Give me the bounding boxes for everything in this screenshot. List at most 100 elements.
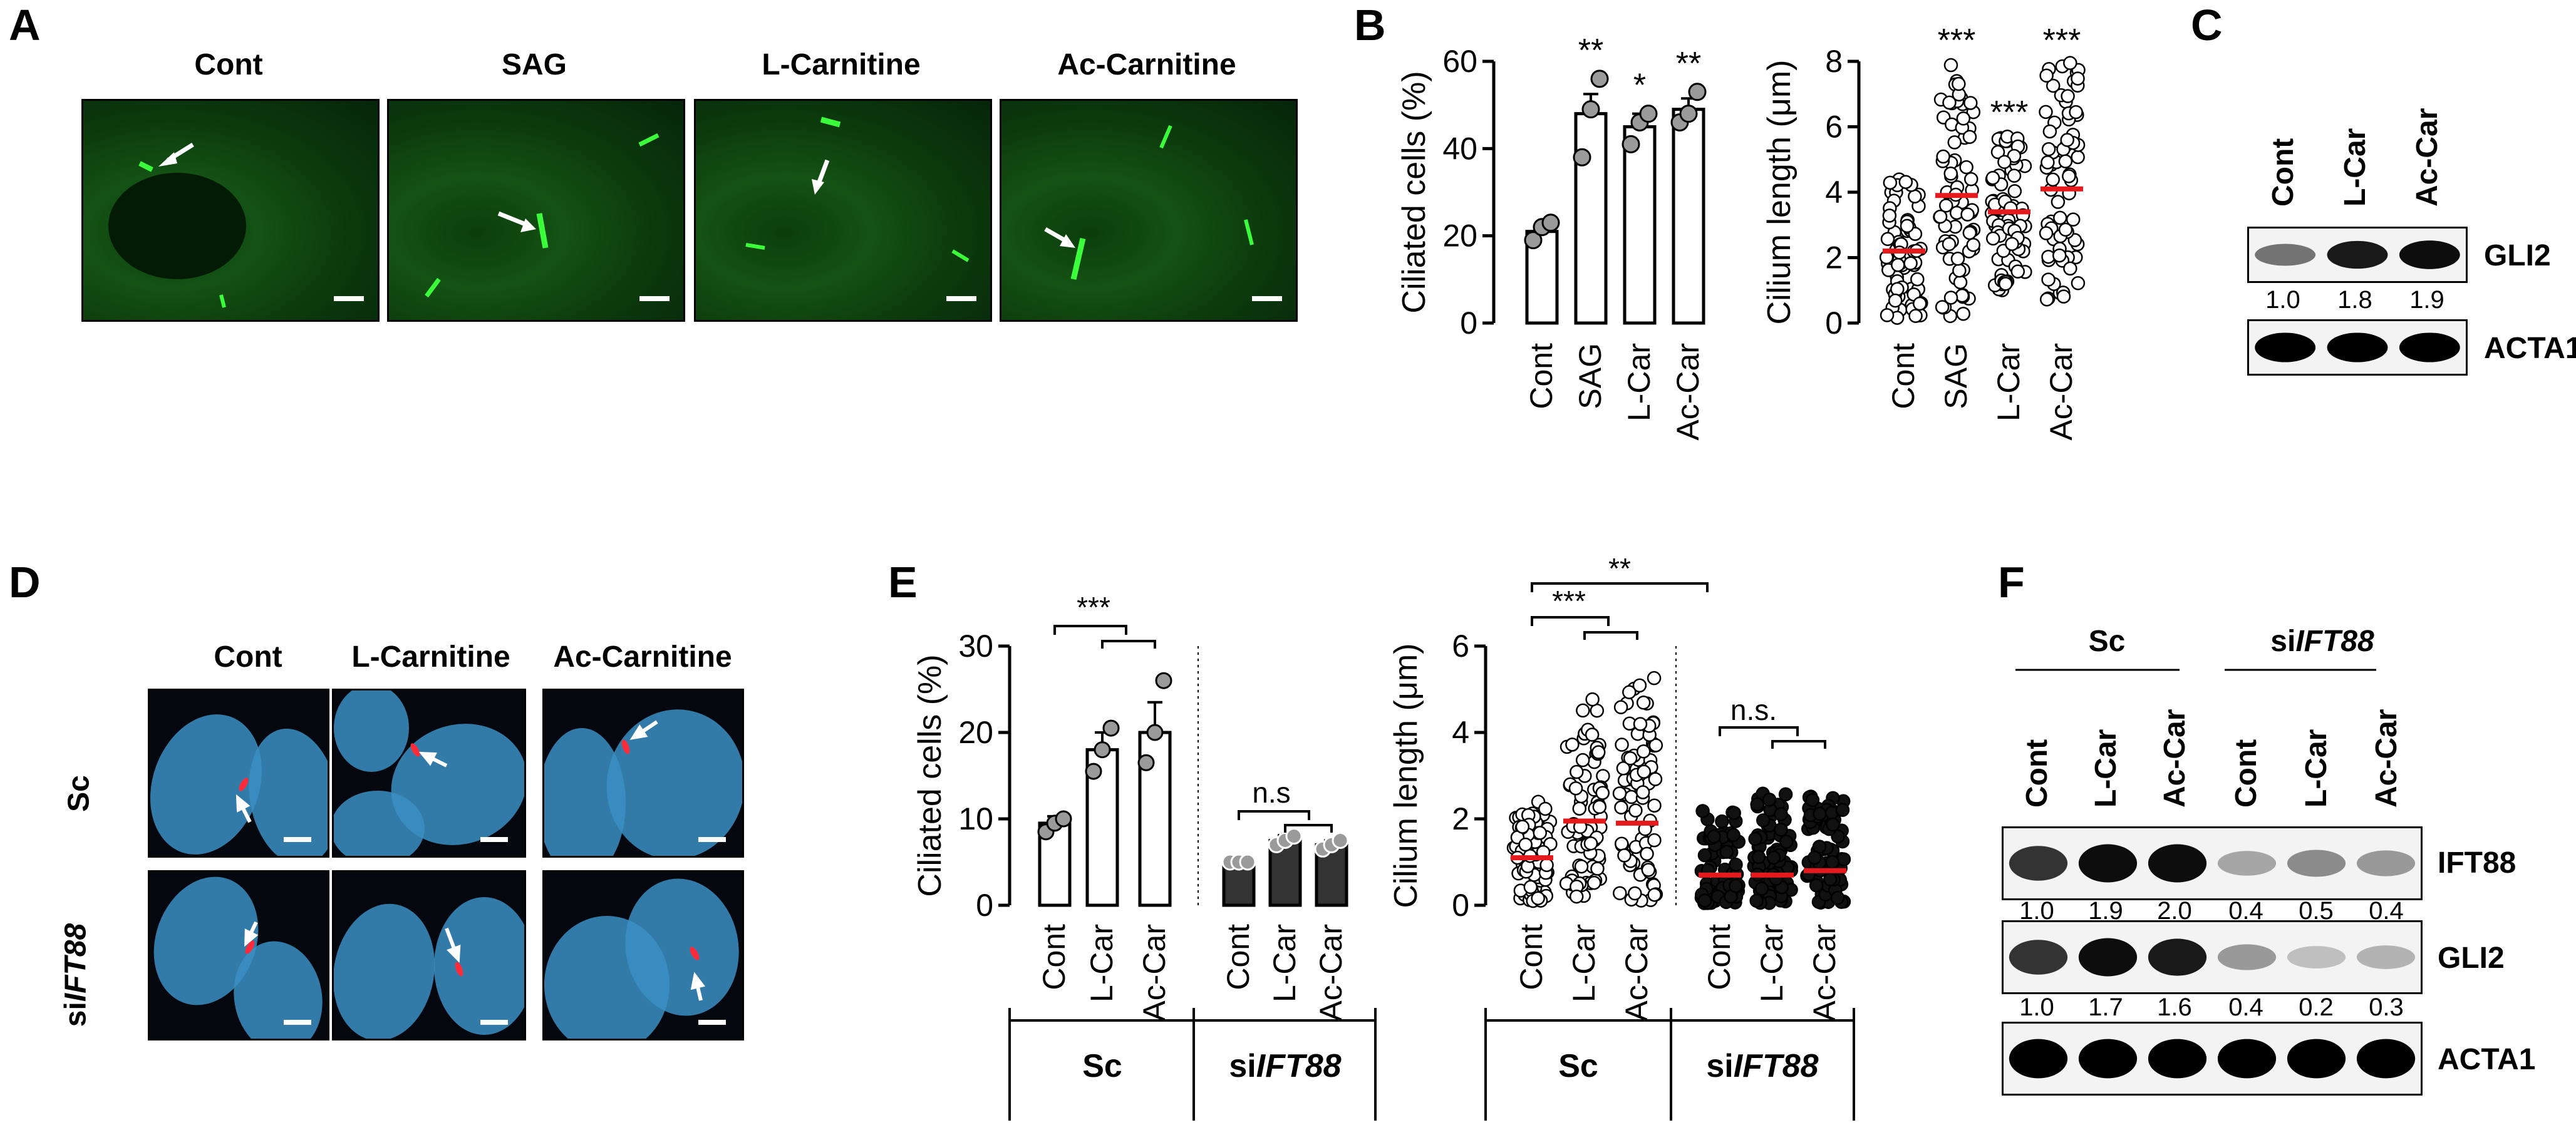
- blot-c-lane-label: Cont: [2267, 138, 2300, 207]
- blot-f-acta1-band: [2356, 1039, 2416, 1079]
- micrograph-d-si-lcar: [332, 870, 526, 1040]
- blot-f-acta1-band: [2148, 1039, 2207, 1079]
- nucleus: [625, 878, 739, 1016]
- blot-c-lane-label: Ac-Car: [2411, 108, 2444, 207]
- panel-d-label-accarnitine: Ac-Carnitine: [553, 640, 732, 674]
- micrograph-a-lcarnitine: [694, 99, 992, 322]
- blot-f-ift88: [2002, 826, 2423, 900]
- blot-f-gli2-band: [2356, 945, 2416, 969]
- nucleus: [544, 728, 626, 856]
- blot-f-group-si: siIFT88: [2270, 625, 2374, 658]
- cilium: [239, 778, 249, 791]
- panel-label-c: C: [2191, 1, 2223, 49]
- blot-f-ift88-band: [2009, 846, 2068, 881]
- blot-f-ift88-band: [2356, 850, 2416, 876]
- blot-f-lane-label: Ac-Car: [2158, 709, 2191, 808]
- blot-f-lane-label: L-Car: [2089, 729, 2123, 808]
- blot-f-ift88-band: [2217, 851, 2277, 876]
- blot-c-row-acta1: ACTA1: [2484, 332, 2576, 365]
- nucleus: [234, 941, 323, 1039]
- cilium: [410, 743, 420, 757]
- micrograph-a-sag: [387, 99, 685, 322]
- micrograph-d-sc-accar: [542, 689, 744, 858]
- micrograph-d-sc-lcar: [332, 689, 526, 858]
- blot-f-acta1-band: [2217, 1039, 2277, 1079]
- blot-c-acta1-band: [2399, 332, 2460, 362]
- micrograph-d-sc-cont: [148, 689, 329, 858]
- blot-f-ift88-band: [2078, 844, 2138, 883]
- blot-f-acta1: [2002, 1022, 2423, 1096]
- blot-c-gli2-band: [2399, 240, 2460, 269]
- blot-f-quant-gli2: 1.6: [2157, 994, 2192, 1021]
- panel-a-label-cont: Cont: [194, 48, 263, 81]
- scale-bar: [698, 1020, 726, 1025]
- nucleus: [150, 714, 262, 855]
- blot-c-gli2-band: [2327, 240, 2388, 269]
- blot-f-acta1-band: [2078, 1039, 2138, 1079]
- panel-d-label-cont: Cont: [214, 640, 282, 674]
- panel-label-e: E: [888, 558, 918, 607]
- scale-bar: [480, 837, 508, 842]
- nucleus: [434, 897, 524, 1035]
- blot-c-acta1: [2247, 319, 2468, 376]
- blot-f-lane-label: L-Car: [2300, 729, 2333, 808]
- micrograph-a-accarnitine: [1000, 99, 1298, 322]
- blot-f-quant-ift88: 0.4: [2369, 897, 2404, 925]
- panel-label-a: A: [9, 1, 41, 49]
- blot-c-row-gli2: GLI2: [2484, 239, 2551, 272]
- arrow-head: [244, 928, 259, 947]
- blot-f-row-acta1: ACTA1: [2438, 1043, 2535, 1076]
- blot-f-gli2-band: [2217, 944, 2277, 970]
- scale-bar: [284, 1020, 311, 1025]
- arrow-head: [447, 944, 461, 963]
- blot-f-acta1-band: [2009, 1039, 2068, 1079]
- scale-bar: [480, 1020, 508, 1025]
- panel-label-b: B: [1354, 1, 1386, 49]
- micrograph-d-si-accar: [542, 870, 744, 1040]
- nucleus: [153, 876, 259, 1005]
- cilium: [621, 739, 630, 754]
- blot-f-lane-label: Cont: [2230, 739, 2263, 808]
- blot-f-quant-gli2: 0.4: [2228, 994, 2263, 1021]
- blot-c-quant: 1.8: [2337, 286, 2372, 314]
- blot-f-quant-gli2: 0.2: [2299, 994, 2334, 1021]
- blot-f-quant-ift88: 1.9: [2088, 897, 2123, 925]
- cilium: [245, 940, 255, 954]
- micrograph-d-si-cont: [148, 870, 329, 1040]
- blot-f-gli2-band: [2009, 940, 2068, 975]
- blot-c-gli2: [2247, 227, 2468, 283]
- panel-a-label-accarnitine: Ac-Carnitine: [1057, 48, 1236, 81]
- blot-c-quant: 1.0: [2265, 286, 2300, 314]
- blot-f-lane-label: Cont: [2020, 739, 2054, 808]
- arrow-head: [690, 972, 706, 990]
- blot-f-quant-ift88: 2.0: [2157, 897, 2192, 925]
- panel-label-f: F: [1998, 558, 2025, 607]
- blot-f-quant-gli2: 0.3: [2369, 994, 2404, 1021]
- blot-f-ift88-band: [2148, 844, 2207, 883]
- scale-bar: [284, 837, 311, 842]
- blot-f-gli2-band: [2287, 946, 2346, 968]
- blot-f-quant-gli2: 1.7: [2088, 994, 2123, 1021]
- blot-c-acta1-band: [2327, 332, 2388, 362]
- nucleus: [334, 903, 435, 1039]
- blot-f-gli2-band: [2078, 938, 2138, 977]
- panel-a-label-sag: SAG: [501, 48, 567, 81]
- arrow-head: [629, 724, 648, 740]
- micrograph-a-cont: [81, 99, 380, 322]
- blot-f-acta1-band: [2287, 1039, 2346, 1079]
- blot-f-quant-ift88: 0.4: [2228, 897, 2263, 925]
- blot-f-quant-gli2: 1.0: [2019, 994, 2054, 1021]
- nucleus: [334, 691, 409, 772]
- blot-f-quant-ift88: 0.5: [2299, 897, 2334, 925]
- nucleus: [606, 709, 742, 856]
- blot-c-gli2-band: [2255, 244, 2316, 266]
- panel-a-label-lcarnitine: L-Carnitine: [762, 48, 921, 81]
- arrow-head: [418, 751, 437, 766]
- blot-f-group-sc: Sc: [2089, 625, 2126, 658]
- nucleus: [249, 728, 328, 856]
- blot-c-quant: 1.9: [2409, 286, 2444, 314]
- blot-f-row-ift88: IFT88: [2438, 846, 2516, 880]
- blot-f-row-gli2: GLI2: [2438, 942, 2505, 975]
- cilium: [690, 947, 700, 960]
